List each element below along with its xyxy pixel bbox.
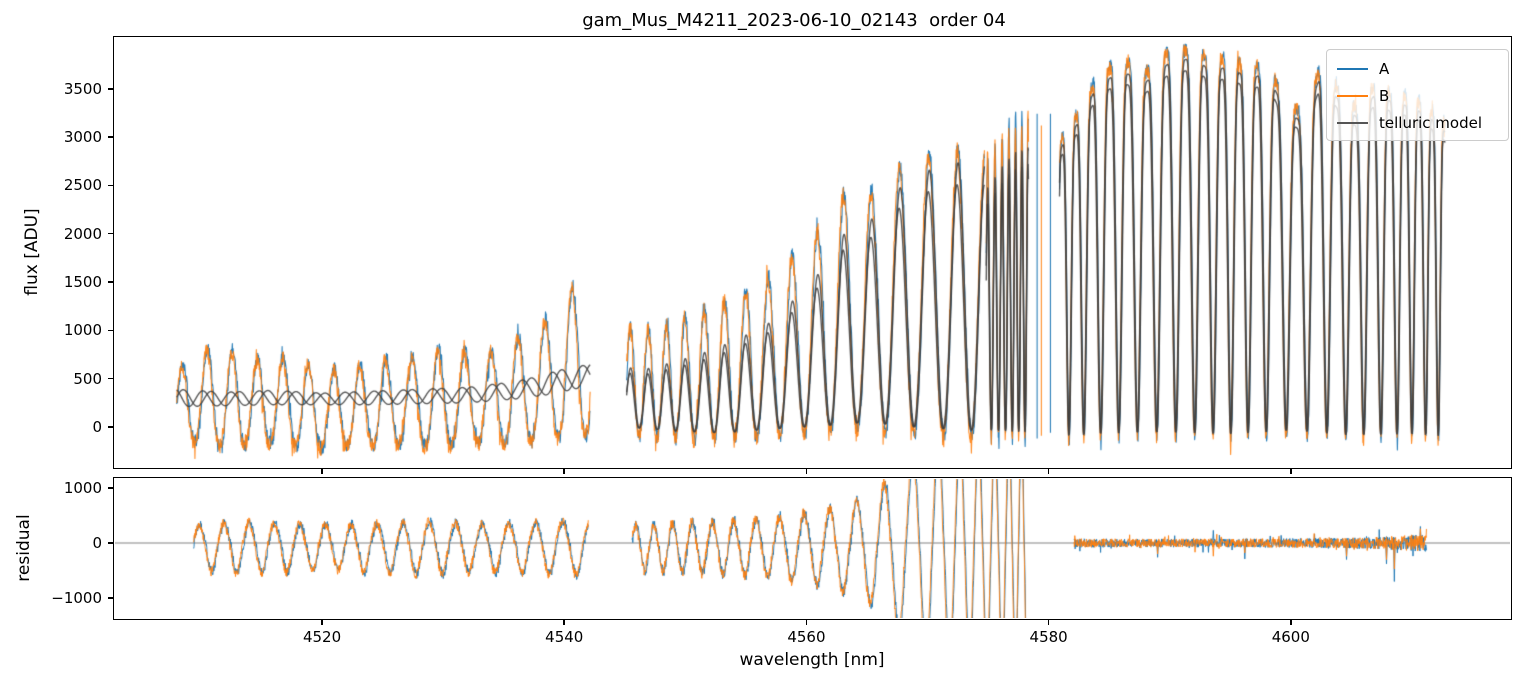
flux-x-tick-mark [805, 468, 808, 474]
flux-x-tick-mark [563, 468, 566, 474]
x-tick-label: 4580 [1029, 628, 1068, 646]
flux-y-tick-label: 1500 [63, 273, 102, 292]
chart-title: gam_Mus_M4211_2023-06-10_02143 order 04 [582, 10, 1006, 31]
flux-y-tick-label: 3500 [63, 79, 102, 98]
flux-x-tick-mark [321, 468, 323, 474]
x-tick-label: 4540 [545, 628, 584, 646]
residual-x-tick-mark [1047, 619, 1050, 625]
flux-y-tick-label: 1000 [63, 321, 102, 340]
x-tick-label: 4600 [1271, 628, 1310, 646]
flux-y-tick-label: 2000 [63, 224, 102, 243]
flux-y-tick-mark [108, 232, 114, 235]
residual-y-tick-mark [108, 487, 114, 489]
x-axis-label: wavelength [nm] [739, 650, 885, 670]
residual-y-tick-label: 0 [92, 534, 102, 552]
x-tick-label: 4560 [787, 628, 826, 646]
flux-x-tick-mark [1290, 468, 1292, 474]
residual-y-axis-label: residual [14, 514, 34, 582]
legend-label: telluric model [1379, 113, 1483, 132]
flux-y-tick-mark [108, 377, 114, 380]
flux-y-tick-mark [108, 136, 114, 138]
x-tick-label: 4520 [302, 628, 342, 646]
flux-y-tick-mark [108, 87, 114, 90]
flux-y-axis-label: flux [ADU] [22, 208, 42, 296]
legend-label: A [1379, 59, 1390, 78]
legend-line-sample [1337, 67, 1368, 70]
legend-label: B [1379, 86, 1390, 105]
residual-plot-canvas [115, 479, 1510, 618]
residual-x-tick-mark [805, 619, 808, 625]
flux-y-tick-label: 2500 [63, 176, 102, 195]
residual-y-tick-label: −1000 [51, 588, 102, 607]
residual-x-tick-mark [1290, 619, 1292, 625]
flux-y-tick-label: 0 [92, 417, 102, 436]
legend-entry-A: A [1337, 55, 1498, 82]
flux-plot-canvas [115, 38, 1510, 467]
legend-entry-B: B [1337, 82, 1498, 109]
residual-y-tick-label: 1000 [63, 479, 102, 498]
legend-line-sample [1337, 121, 1368, 124]
flux-y-tick-label: 3000 [63, 128, 102, 147]
flux-y-tick-mark [108, 281, 114, 283]
residual-x-tick-mark [563, 619, 566, 625]
residual-y-tick-mark [108, 597, 114, 599]
residual-y-tick-mark [108, 542, 114, 544]
flux-y-tick-label: 500 [73, 369, 102, 388]
residual-x-tick-mark [321, 619, 323, 625]
flux-x-tick-mark [1047, 468, 1050, 474]
legend-entry-telluric-model: telluric model [1337, 109, 1498, 136]
flux-y-tick-mark [108, 426, 114, 428]
flux-y-tick-mark [108, 184, 114, 187]
flux-y-tick-mark [108, 329, 114, 332]
legend-line-sample [1337, 94, 1368, 97]
